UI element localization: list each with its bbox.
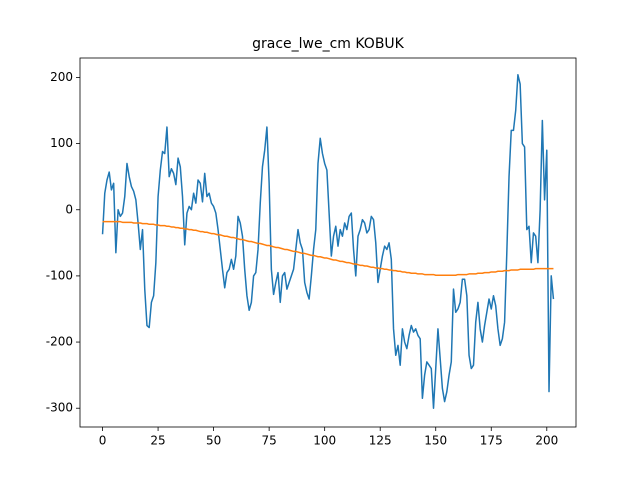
y-tick-label: -300	[46, 401, 73, 415]
line-series	[101, 74, 555, 409]
y-tick-label: -200	[46, 335, 73, 349]
x-tick-label: 150	[424, 434, 447, 448]
x-tick-label: 50	[206, 434, 221, 448]
x-tick-label: 25	[150, 434, 165, 448]
x-tick-label: 0	[99, 434, 107, 448]
axes-frame	[79, 57, 577, 428]
y-tick-label: 0	[65, 202, 73, 216]
x-tick-label: 100	[313, 434, 336, 448]
y-tick-label: -100	[46, 268, 73, 282]
line-series	[102, 220, 554, 276]
y-tick-label: 100	[50, 136, 73, 150]
x-tick-label: 125	[369, 434, 392, 448]
x-tick-label: 200	[535, 434, 558, 448]
chart-title: grace_lwe_cm KOBUK	[252, 36, 405, 52]
x-tick-label: 75	[261, 434, 276, 448]
y-tick-label: 200	[50, 70, 73, 84]
x-tick-label: 175	[480, 434, 503, 448]
